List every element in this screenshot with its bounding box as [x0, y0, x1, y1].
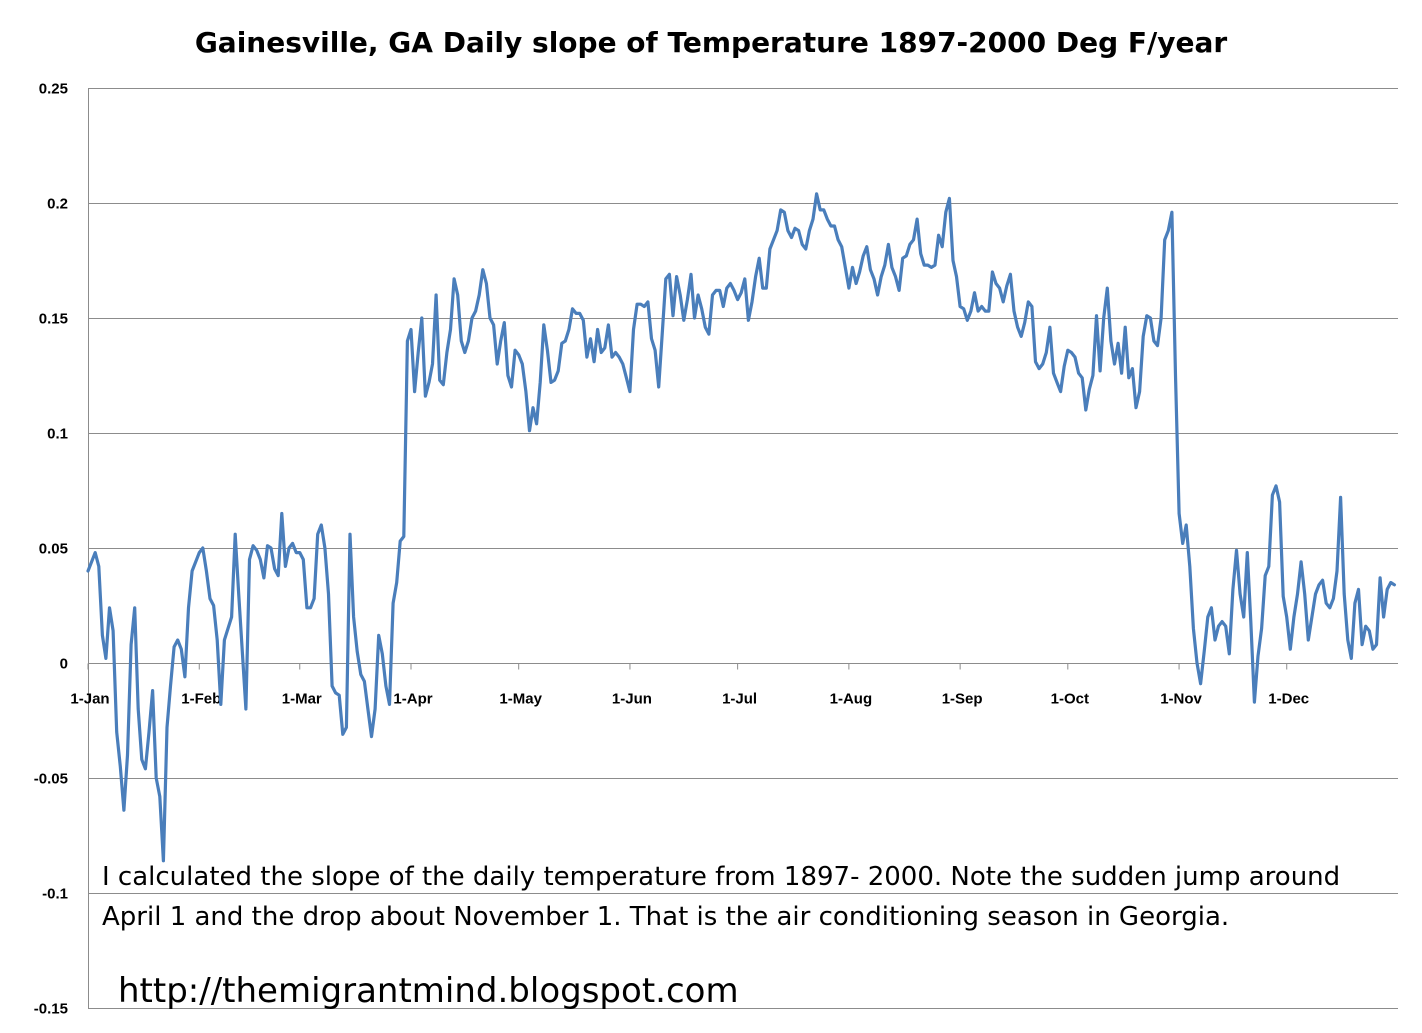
x-tick-label: 1-Jan — [70, 691, 109, 708]
chart-title: Gainesville, GA Daily slope of Temperatu… — [195, 26, 1228, 59]
y-tick-label: -0.1 — [42, 886, 68, 903]
x-tick-label: 1-Apr — [393, 691, 432, 708]
y-tick-label: -0.05 — [34, 771, 68, 788]
x-tick-label: 1-Mar — [282, 691, 322, 708]
x-tick-label: 1-Aug — [830, 691, 873, 708]
x-tick-label: 1-May — [499, 691, 542, 708]
x-tick-label: 1-Feb — [181, 691, 221, 708]
x-tick-label: 1-Jun — [612, 691, 652, 708]
x-tick-label: 1-Dec — [1268, 691, 1309, 708]
y-tick-label: -0.15 — [34, 1001, 68, 1018]
y-tick-label: 0.1 — [47, 426, 68, 443]
annotation-note-line-1: I calculated the slope of the daily temp… — [102, 862, 1340, 892]
x-tick-label: 1-Nov — [1160, 691, 1202, 708]
series-layer — [86, 192, 1397, 863]
axes — [87, 88, 1398, 1008]
series-line — [86, 192, 1397, 863]
y-tick-label: 0.25 — [39, 81, 68, 98]
x-tick-label: 1-Sep — [942, 691, 983, 708]
x-tick-label: 1-Jul — [722, 691, 757, 708]
x-axis-tick-labels: 1-Jan 1-Feb 1-Mar 1-Apr 1-May 1-Jun 1-Jul 1-Aug… — [70, 691, 1309, 708]
y-tick-label: 0.2 — [47, 196, 68, 213]
y-tick-label: 0.05 — [39, 541, 68, 558]
x-tick-label: 1-Oct — [1051, 691, 1089, 708]
blog-url: http://themigrantmind.blogspot.com — [118, 971, 739, 1011]
annotation-note-line-2: April 1 and the drop about November 1. T… — [102, 902, 1229, 932]
y-tick-label: 0 — [60, 656, 68, 673]
y-axis-tick-labels: 0.25 0.2 0.15 0.1 0.05 0 -0.05 -0.1 -0.15 — [34, 81, 68, 1018]
y-tick-label: 0.15 — [39, 311, 68, 328]
